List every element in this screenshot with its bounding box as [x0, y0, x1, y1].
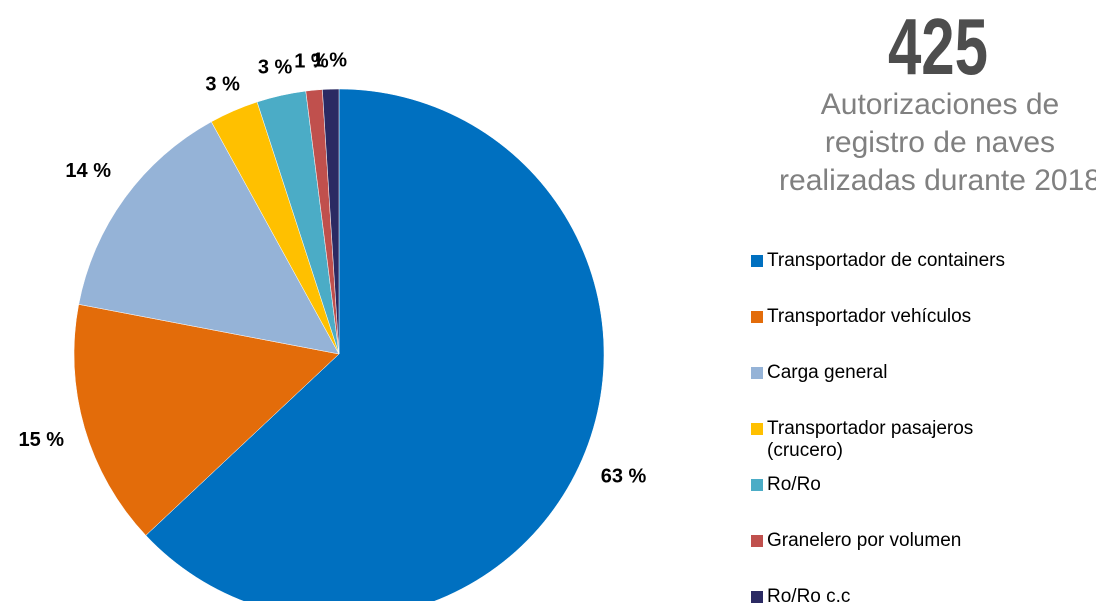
legend-swatch	[751, 367, 763, 379]
legend-swatch	[751, 591, 763, 603]
caption-line: realizadas durante 2018	[779, 164, 1096, 197]
legend-item: Granelero por volumen	[751, 530, 1051, 552]
legend-swatch	[751, 479, 763, 491]
pie-slice	[322, 88, 340, 355]
data-label: 1 %	[313, 49, 348, 71]
legend-item: Ro/Ro	[751, 474, 1051, 496]
data-label: 3 %	[258, 56, 293, 78]
legend-swatch	[751, 311, 763, 323]
legend-swatch	[751, 535, 763, 547]
legend-label: Ro/Ro	[767, 474, 821, 495]
caption-line: Autorizaciones de	[820, 88, 1060, 121]
data-label: 14 %	[65, 160, 111, 182]
legend-item: Transportador pasajeros (crucero)	[751, 418, 1051, 462]
legend-label: Granelero por volumen	[767, 530, 962, 551]
pie-slice	[145, 88, 605, 601]
headline: 425	[887, 2, 989, 91]
data-label: 63 %	[601, 465, 647, 487]
legend-swatch	[751, 423, 763, 435]
caption: Autorizaciones de registro de naves realiz…	[740, 86, 1096, 200]
legend-label: Ro/Ro c.c	[767, 586, 851, 607]
legend-item: Carga general	[751, 362, 1051, 384]
pie-slice	[78, 121, 340, 355]
legend-item: Transportador vehículos	[751, 306, 1051, 328]
legend-item: Ro/Ro c.c	[751, 586, 1051, 608]
data-label: 3 %	[205, 73, 240, 95]
caption-line: registro de naves	[824, 126, 1056, 159]
legend-swatch	[751, 255, 763, 267]
pie-slice	[73, 304, 340, 536]
legend-label: Transportador pasajeros (crucero)	[767, 418, 974, 461]
legend-label: Carga general	[767, 362, 888, 383]
legend-label: Transportador vehículos	[767, 306, 972, 327]
data-label: 15 %	[19, 429, 65, 451]
legend-label: Transportador de containers	[767, 250, 1005, 271]
data-label: 1 %	[294, 51, 329, 73]
legend-item: Transportador de containers	[751, 250, 1051, 272]
